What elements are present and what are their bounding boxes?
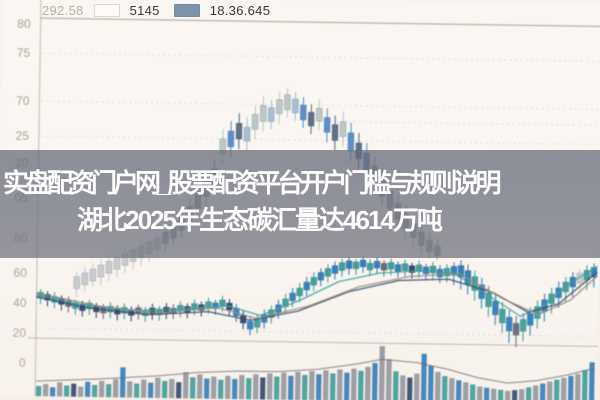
svg-text:75: 75 — [17, 46, 31, 60]
chart-legend: 292.58 5145 18.36.645 — [42, 1, 270, 19]
svg-text:40: 40 — [13, 296, 27, 310]
legend-swatch-1-icon — [93, 3, 120, 17]
legend-swatch-2-icon — [173, 3, 200, 17]
svg-text:60: 60 — [13, 266, 27, 280]
grid-lines — [38, 52, 600, 337]
headline-line-2: 湖北2025年生态碳汇量达4614万吨 — [77, 205, 443, 235]
svg-text:25: 25 — [15, 129, 29, 143]
svg-text:0: 0 — [19, 356, 26, 370]
volume-bars — [35, 345, 595, 400]
svg-text:80: 80 — [17, 17, 31, 31]
legend-value-1: 292.58 — [42, 2, 84, 18]
legend-value-2: 5145 — [129, 2, 160, 18]
svg-text:70: 70 — [16, 94, 30, 108]
volume-ma-line — [36, 358, 594, 384]
svg-text:20: 20 — [13, 326, 27, 340]
legend-value-3: 18.36.645 — [209, 2, 271, 18]
headline-block: 实盘配资门户网_股票配资平台开户门槛与规则说明 湖北2025年生态碳汇量达461… — [3, 150, 515, 258]
moving-average-lines — [35, 265, 598, 321]
headline-overlay-band — [0, 150, 600, 258]
headline-line-1: 实盘配资门户网_股票配资平台开户门槛与规则说明 — [3, 168, 501, 198]
